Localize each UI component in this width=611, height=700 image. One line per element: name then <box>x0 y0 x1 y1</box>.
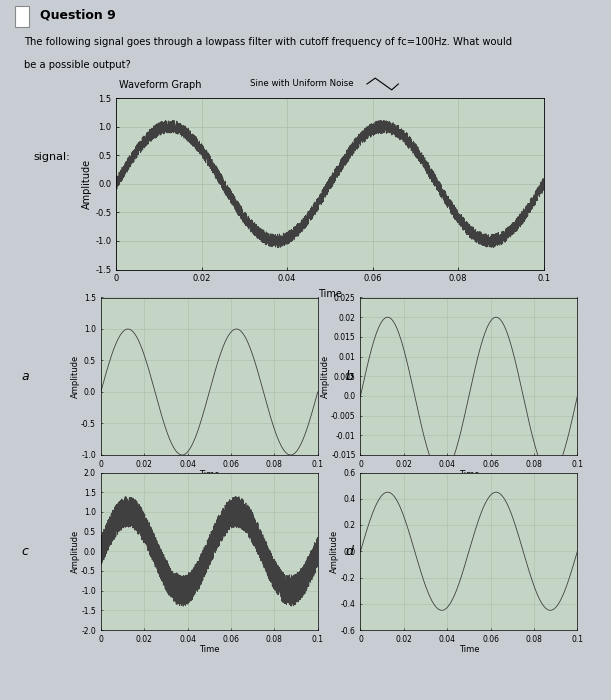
Text: The following signal goes through a lowpass filter with cutoff frequency of fc=1: The following signal goes through a lowp… <box>24 37 513 47</box>
Text: Waveform Graph: Waveform Graph <box>119 80 202 90</box>
Text: d: d <box>345 545 353 558</box>
X-axis label: Time: Time <box>199 645 219 654</box>
Text: Sine with Uniform Noise: Sine with Uniform Noise <box>250 80 353 88</box>
Y-axis label: Amplitude: Amplitude <box>331 530 339 573</box>
Text: b: b <box>345 370 353 383</box>
Text: signal:: signal: <box>34 153 70 162</box>
Y-axis label: Amplitude: Amplitude <box>71 355 79 398</box>
Bar <box>15 6 29 27</box>
Text: a: a <box>21 370 29 383</box>
Y-axis label: Amplitude: Amplitude <box>321 355 329 398</box>
Text: Question 9: Question 9 <box>40 8 115 22</box>
Y-axis label: Amplitude: Amplitude <box>71 530 79 573</box>
X-axis label: Time: Time <box>459 470 479 480</box>
X-axis label: Time: Time <box>459 645 479 654</box>
Text: be a possible output?: be a possible output? <box>24 60 131 70</box>
X-axis label: Time: Time <box>199 470 219 480</box>
Y-axis label: Amplitude: Amplitude <box>82 159 92 209</box>
X-axis label: Time: Time <box>318 289 342 299</box>
Text: c: c <box>21 545 28 558</box>
